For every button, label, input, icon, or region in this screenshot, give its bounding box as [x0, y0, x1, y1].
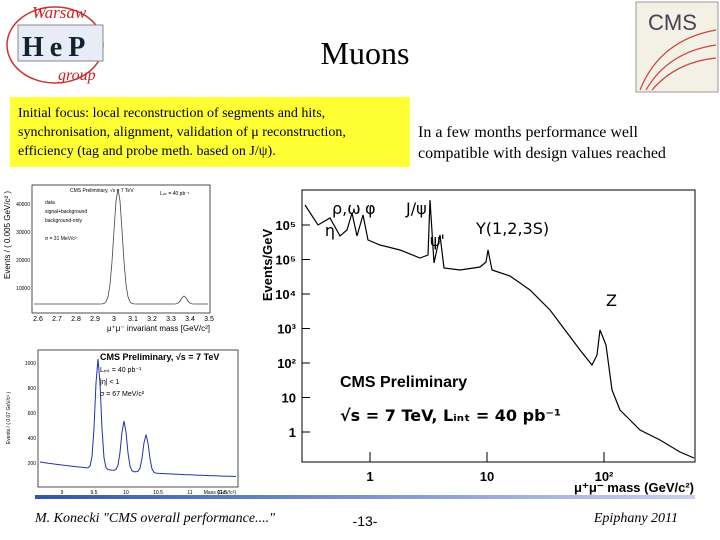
- x-tick-label: 3: [112, 316, 116, 323]
- x-tick-label: 10: [123, 490, 129, 496]
- y-tick-label: 600: [28, 411, 37, 417]
- y-axis-label: Events/GeV: [260, 229, 275, 302]
- y-axis-label: Events / ( 0.005 GeV/c² ): [3, 191, 12, 279]
- inset-fit: [34, 188, 208, 305]
- legend-entry: σ = 31 MeV/c²: [45, 236, 77, 242]
- x-axis-label: μ⁺μ⁻ invariant mass [GeV/c²]: [107, 324, 210, 333]
- inset-frame: [31, 184, 211, 314]
- plot-frame: [301, 189, 696, 463]
- x-tick-label: 1: [366, 469, 373, 484]
- hep-logo: Warsaw HeP group: [6, 3, 104, 84]
- legend-entry: CMS Preliminary, √s = 7 TeV: [70, 187, 134, 194]
- y-tick-label: 30000: [16, 230, 30, 236]
- slide-title: Muons: [321, 35, 410, 71]
- cms-logo: CMS: [635, 1, 719, 93]
- x-tick-label: 3.1: [128, 316, 138, 323]
- x-tick-label: 10²: [595, 469, 614, 484]
- x-tick-label: 3.4: [185, 316, 195, 323]
- y-tick-label: 1000: [25, 361, 36, 367]
- x-tick-label: 10.5: [153, 490, 163, 496]
- legend-entry: Lᵢₙₜ = 40 pb⁻¹: [100, 367, 142, 374]
- legend-entry: Lᵢₙₜ = 40 pb⁻¹: [160, 191, 190, 197]
- footer-event: Epiphany 2011: [593, 511, 678, 526]
- legend-entry: background-only: [45, 218, 82, 224]
- peak-label: ρ,ω: [332, 199, 361, 218]
- y-axis-label: Events / ( 0.07 GeV/c² ): [6, 392, 12, 445]
- x-axis-label: Mass (GeV/c²): [204, 490, 237, 496]
- x-tick-label: 9: [61, 490, 64, 496]
- peak-label: J/ψ: [405, 199, 427, 218]
- x-tick-label: 2.7: [52, 316, 62, 323]
- logo-box: [17, 24, 104, 62]
- legend-entry: |η| < 1: [100, 379, 120, 386]
- peak-label: Z: [606, 291, 617, 310]
- peak-label: φ: [365, 199, 376, 218]
- x-tick-label: 3.2: [147, 316, 157, 323]
- intro-box: [10, 97, 410, 167]
- y-tick-label: 10000: [16, 286, 30, 292]
- y-tick-label: 10⁵: [275, 218, 296, 233]
- peak-label: ψ': [430, 231, 445, 250]
- legend-entry: signal+background: [45, 209, 87, 215]
- logo-tracks: [639, 29, 717, 91]
- x-axis-label: μ⁺μ⁻ mass (GeV/c²): [574, 480, 694, 495]
- y-tick-label: 200: [28, 461, 37, 467]
- footer-rule: [35, 495, 695, 499]
- x-tick-label: 3.3: [166, 316, 176, 323]
- intro-line: efficiency (tag and probe meth. based on…: [18, 144, 276, 159]
- logo-top: Warsaw: [32, 3, 87, 22]
- logo-middle: HeP: [22, 32, 91, 63]
- logo-text: CMS: [648, 10, 697, 35]
- plot-conditions: √s = 7 TeV, Lᵢₙₜ = 40 pb⁻¹: [340, 406, 561, 425]
- x-tick-label: 9.5: [91, 490, 98, 496]
- y-tick-label: 20000: [16, 258, 30, 264]
- legend-entry: σ = 67 MeV/c²: [100, 391, 145, 398]
- y-tick-label: 400: [28, 436, 37, 442]
- y-tick-label: 800: [28, 386, 37, 392]
- footer-author: M. Konecki "CMS overall performance....": [34, 511, 275, 526]
- y-tick-label: 10²: [277, 356, 296, 371]
- logo-bottom: group: [58, 67, 96, 84]
- legend-entry: data: [45, 200, 55, 206]
- x-tick-label: 2.6: [33, 316, 43, 323]
- x-tick-label: 2.8: [71, 316, 81, 323]
- spectrum-curve: [304, 199, 695, 459]
- x-tick-label: 10: [480, 469, 494, 484]
- y-tick-label: 1: [289, 425, 296, 440]
- y-tick-label: 10⁴: [275, 287, 296, 302]
- inset-fit: [39, 358, 237, 477]
- x-tick-label: 11: [187, 490, 192, 496]
- x-tick-label: 2.9: [90, 316, 100, 323]
- x-tick-label: 3.5: [204, 316, 214, 323]
- inset-frame: [37, 349, 239, 488]
- y-tick-label: 10³: [277, 322, 296, 337]
- y-tick-label: 10: [282, 391, 296, 406]
- summary-line: compatible with design values reached: [418, 145, 666, 162]
- y-tick-label: 40000: [16, 202, 30, 208]
- intro-line: Initial focus: local reconstruction of s…: [18, 106, 325, 121]
- peak-label: Υ(1,2,3S): [475, 219, 549, 238]
- x-tick-label: 11.5: [217, 490, 227, 496]
- summary-line: In a few months performance well: [418, 124, 638, 141]
- plot-caption: CMS Preliminary: [340, 374, 467, 391]
- y-tick-label: 10⁵: [275, 253, 296, 268]
- footer-page: -13-: [353, 513, 378, 529]
- legend-entry: CMS Preliminary, √s = 7 TeV: [100, 352, 219, 362]
- intro-line: synchronisation, alignment, validation o…: [18, 125, 346, 140]
- peak-label: η: [325, 221, 335, 240]
